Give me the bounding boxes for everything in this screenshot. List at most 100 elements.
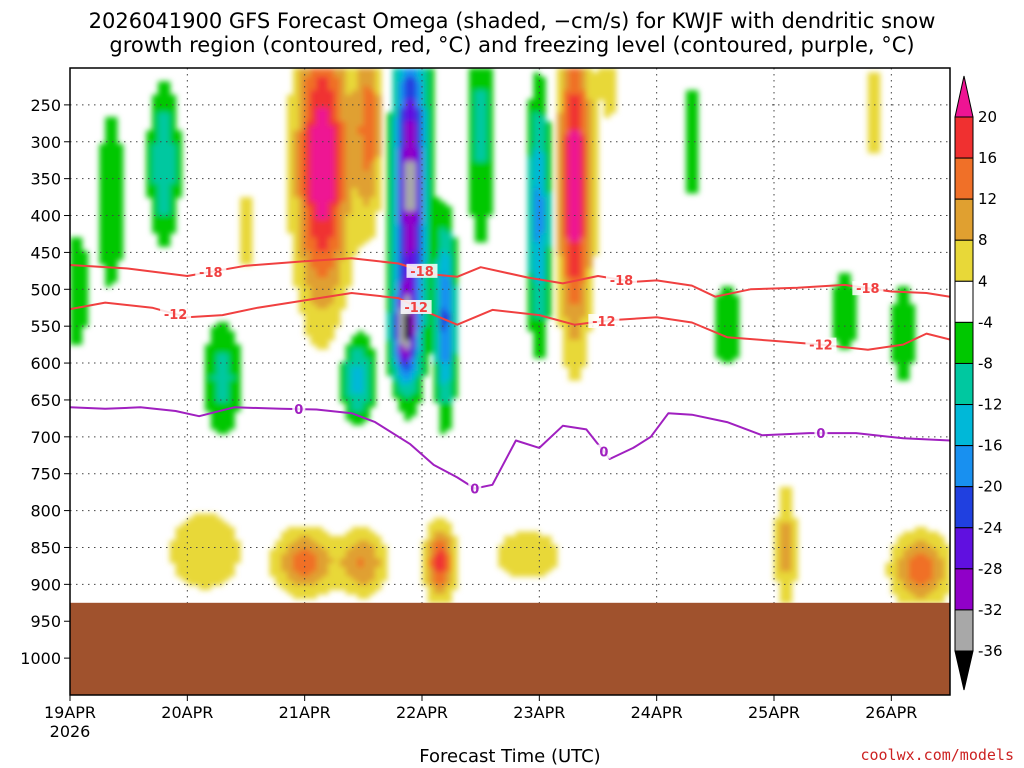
- omega-cell: [445, 277, 452, 283]
- omega-cell: [562, 130, 570, 136]
- omega-cell: [404, 166, 411, 172]
- omega-cell: [386, 192, 394, 198]
- omega-cell: [339, 576, 347, 582]
- omega-cell: [398, 94, 405, 100]
- omega-cell: [175, 562, 183, 568]
- omega-cell: [527, 313, 535, 319]
- omega-cell: [539, 188, 546, 194]
- omega-cell: [175, 134, 183, 140]
- omega-cell: [562, 330, 570, 336]
- omega-cell: [298, 295, 306, 301]
- omega-cell: [99, 152, 106, 158]
- omega-cell: [234, 558, 241, 564]
- omega-cell: [116, 215, 124, 221]
- omega-cell: [527, 535, 535, 541]
- omega-cell: [574, 139, 581, 145]
- omega-cell: [316, 317, 323, 323]
- omega-cell: [891, 562, 898, 568]
- omega-cell: [298, 273, 306, 279]
- omega-cell: [334, 228, 341, 234]
- omega-cell: [363, 584, 370, 591]
- omega-cell: [468, 68, 476, 74]
- omega-cell: [392, 206, 400, 212]
- omega-cell: [216, 571, 224, 577]
- omega-cell: [897, 571, 904, 577]
- omega-cell: [351, 161, 359, 167]
- omega-cell: [310, 584, 317, 591]
- omega-cell: [193, 540, 200, 546]
- omega-cell: [422, 250, 429, 256]
- omega-cell: [246, 241, 253, 247]
- omega-cell: [322, 179, 329, 185]
- omega-cell: [926, 553, 933, 559]
- omega-cell: [867, 108, 875, 114]
- omega-cell: [580, 170, 587, 176]
- x-tick-label: 26APR: [865, 703, 917, 722]
- omega-cell: [533, 228, 540, 234]
- omega-cell: [574, 108, 581, 114]
- omega-cell: [334, 246, 341, 252]
- omega-cell: [504, 562, 511, 568]
- omega-cell: [416, 313, 423, 319]
- omega-cell: [691, 99, 699, 105]
- omega-cell: [392, 353, 400, 359]
- omega-cell: [304, 85, 312, 91]
- omega-cell: [175, 558, 183, 564]
- omega-cell: [838, 299, 845, 305]
- omega-cell: [586, 139, 593, 145]
- omega-cell: [287, 157, 294, 163]
- omega-cell: [70, 299, 77, 305]
- omega-cell: [533, 130, 540, 136]
- omega-cell: [351, 152, 359, 158]
- omega-cell: [298, 188, 306, 194]
- omega-cell: [926, 549, 933, 555]
- contour-label: 0: [816, 427, 825, 442]
- omega-cell: [99, 188, 106, 194]
- omega-cell: [592, 170, 599, 176]
- omega-cell: [562, 112, 570, 118]
- y-tick-label: 250: [30, 96, 61, 115]
- omega-cell: [310, 317, 317, 323]
- omega-cell: [116, 206, 124, 212]
- omega-cell: [369, 375, 376, 381]
- omega-cell: [774, 558, 781, 564]
- omega-cell: [791, 567, 799, 573]
- omega-cell: [310, 268, 317, 274]
- omega-cell: [375, 567, 382, 573]
- omega-cell: [422, 81, 429, 87]
- omega-cell: [422, 174, 429, 181]
- omega-cell: [152, 152, 159, 158]
- omega-cell: [539, 335, 546, 341]
- omega-cell: [468, 192, 476, 198]
- omega-cell: [357, 210, 364, 216]
- omega-cell: [375, 544, 382, 550]
- omega-cell: [404, 317, 411, 323]
- omega-cell: [339, 366, 347, 372]
- omega-cell: [386, 143, 394, 149]
- omega-cell: [908, 571, 916, 577]
- omega-cell: [445, 264, 452, 270]
- omega-cell: [574, 375, 581, 381]
- omega-cell: [322, 152, 329, 158]
- omega-cell: [163, 148, 171, 154]
- omega-cell: [416, 166, 423, 172]
- omega-cell: [932, 549, 939, 555]
- omega-cell: [416, 210, 423, 216]
- omega-cell: [474, 117, 482, 123]
- omega-cell: [545, 174, 552, 181]
- omega-cell: [427, 330, 435, 336]
- omega-cell: [75, 281, 83, 287]
- omega-cell: [281, 558, 288, 564]
- omega-cell: [398, 322, 405, 328]
- omega-cell: [363, 125, 370, 131]
- omega-cell: [322, 68, 329, 74]
- omega-cell: [339, 117, 347, 123]
- omega-cell: [533, 152, 540, 158]
- omega-cell: [586, 85, 593, 91]
- omega-cell: [181, 558, 188, 564]
- omega-cell: [527, 299, 535, 305]
- omega-cell: [392, 183, 400, 189]
- omega-cell: [322, 130, 329, 136]
- omega-cell: [398, 148, 405, 154]
- omega-cell: [510, 540, 517, 546]
